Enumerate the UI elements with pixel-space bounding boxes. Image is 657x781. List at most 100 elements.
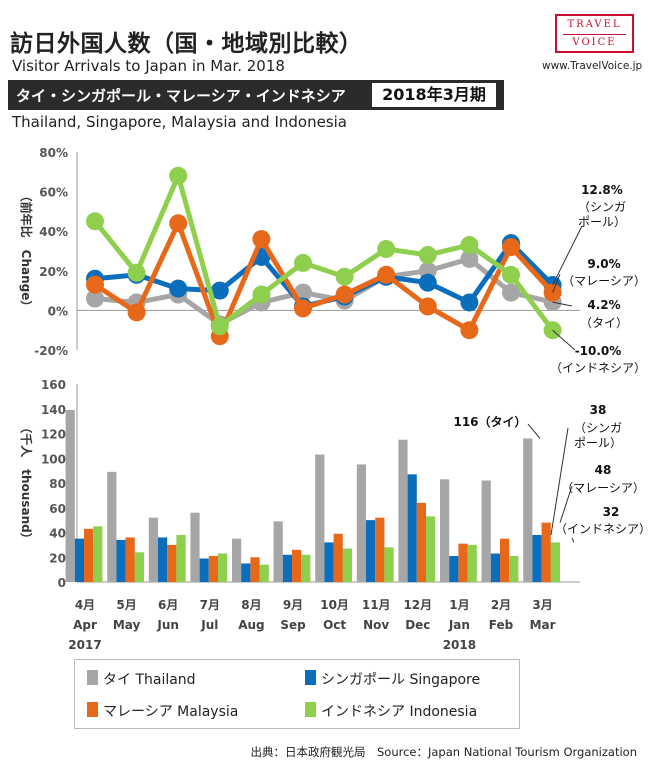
line-point-indonesia	[294, 253, 312, 272]
bar-xtick-en: Jun	[156, 618, 179, 632]
line-point-malaysia	[127, 303, 146, 322]
line-ytick: 0%	[48, 304, 68, 318]
bar-xtick-jp: 1月	[449, 598, 469, 612]
bar-ytick: 40	[49, 527, 66, 541]
subtitle-countries-jp: タイ・シンガポール・マレーシア・インドネシア	[16, 87, 346, 105]
line-point-singapore	[418, 273, 437, 292]
bar-xtick-jp: 3月	[532, 598, 552, 612]
legend-swatch-thailand	[87, 670, 98, 685]
bar-thailand	[481, 480, 491, 582]
bar-singapore	[241, 563, 251, 582]
line-point-thailand	[460, 249, 479, 268]
bar-ytick: 120	[41, 428, 66, 442]
annotation-malaysia-label: （マレーシア）	[562, 274, 646, 288]
bar-malaysia	[250, 557, 260, 582]
bar-annotation-thailand: 116（タイ）	[453, 414, 526, 429]
line-ytick: 60%	[39, 186, 68, 200]
line-point-indonesia	[502, 265, 520, 284]
bar-annotation-malaysia-value: 48	[595, 463, 612, 477]
bar-annotation-singapore-label: （シンガポール）	[574, 421, 622, 450]
line-point-singapore	[460, 293, 479, 312]
legend-label-singapore: シンガポール Singapore	[321, 672, 481, 688]
legend-label-malaysia: マレーシア Malaysia	[103, 704, 239, 720]
bar-annotation-singapore-value: 38	[590, 403, 607, 417]
site-url[interactable]: www.TravelVoice.jp	[542, 60, 643, 72]
bar-annotation-malaysia-label: （マレーシア）	[561, 481, 645, 495]
bar-annotation-leader	[527, 423, 541, 439]
line-series-malaysia	[93, 220, 555, 339]
bar-singapore	[199, 558, 209, 582]
line-point-indonesia	[210, 317, 229, 336]
line-ytick: 40%	[39, 225, 68, 239]
bar-thailand	[232, 538, 242, 582]
legend-swatch-indonesia	[305, 702, 316, 717]
legend-label-indonesia: インドネシア Indonesia	[321, 704, 478, 720]
line-point-malaysia	[502, 238, 520, 257]
bar-thailand	[107, 471, 117, 582]
bar-thailand	[440, 479, 450, 582]
line-point-thailand	[86, 289, 104, 308]
line-point-malaysia	[377, 265, 396, 284]
bar-singapore	[490, 553, 500, 582]
annotation-leader	[552, 225, 583, 286]
line-point-indonesia	[127, 263, 146, 282]
line-point-malaysia	[252, 230, 271, 249]
bar-xtick-en: Jan	[448, 618, 470, 632]
bar-xtick-en: Dec	[405, 618, 430, 632]
bar-xtick-jp: 9月	[283, 598, 303, 612]
bar-indonesia	[176, 534, 186, 582]
line-point-indonesia	[418, 245, 437, 264]
line-point-malaysia	[294, 299, 312, 318]
bar-ytick: 100	[41, 452, 66, 466]
line-ytick: -20%	[34, 344, 68, 358]
bar-malaysia	[125, 537, 135, 582]
bar-malaysia	[375, 517, 385, 582]
annotation-leader	[552, 301, 573, 307]
bar-xtick-jp: 7月	[200, 598, 220, 612]
travelvoice-logo[interactable]: TRAVEL VOICE	[555, 14, 634, 53]
legend-label-thailand: タイ Thailand	[103, 672, 196, 688]
line-point-indonesia	[335, 267, 354, 286]
bar-xtick-en: Nov	[363, 618, 389, 632]
bar-singapore	[532, 534, 542, 582]
bar-singapore	[282, 554, 292, 582]
bar-xtick-en: Feb	[489, 618, 514, 632]
bar-annotation-indonesia-label: （インドネシア）	[555, 522, 651, 536]
bar-thailand	[523, 438, 533, 582]
bar-malaysia	[208, 556, 218, 582]
line-point-singapore	[210, 281, 229, 300]
line-point-singapore	[169, 279, 188, 298]
bar-year-label: 2017	[68, 638, 101, 652]
bar-xtick-en: Jul	[200, 618, 218, 632]
legend: タイ Thailand シンガポール Singapore マレーシア Malay…	[74, 659, 520, 729]
bar-singapore	[449, 556, 459, 582]
bar-ytick: 20	[49, 551, 66, 565]
line-ytick: 20%	[39, 265, 68, 279]
bar-ytick: 160	[41, 378, 66, 392]
annotation-thailand-label: （タイ）	[580, 316, 628, 330]
annotation-leader	[552, 329, 576, 351]
line-ytick: 80%	[39, 146, 68, 160]
bar-indonesia	[301, 554, 311, 582]
bar-annotation-leader	[571, 537, 575, 543]
bar-indonesia	[426, 516, 436, 582]
bar-year-label: 2018	[443, 638, 476, 652]
page-title: 訪日外国人数（国・地域別比較）	[10, 31, 363, 57]
bar-xtick-jp: 6月	[158, 598, 178, 612]
bar-singapore	[116, 539, 126, 582]
logo-line2: VOICE	[572, 37, 617, 48]
bar-indonesia	[93, 526, 103, 582]
bar-singapore	[366, 520, 376, 582]
bar-singapore	[74, 538, 84, 582]
line-point-indonesia	[169, 166, 188, 185]
bar-ytick: 140	[41, 403, 66, 417]
bar-thailand	[398, 439, 408, 582]
bar-thailand	[190, 512, 200, 582]
bar-singapore	[324, 542, 334, 582]
bar-xtick-en: May	[113, 618, 141, 632]
bar-malaysia	[500, 538, 510, 582]
bar-xtick-jp: 10月	[320, 598, 349, 612]
bar-xtick-en: Apr	[73, 618, 97, 632]
bar-indonesia	[467, 544, 477, 582]
